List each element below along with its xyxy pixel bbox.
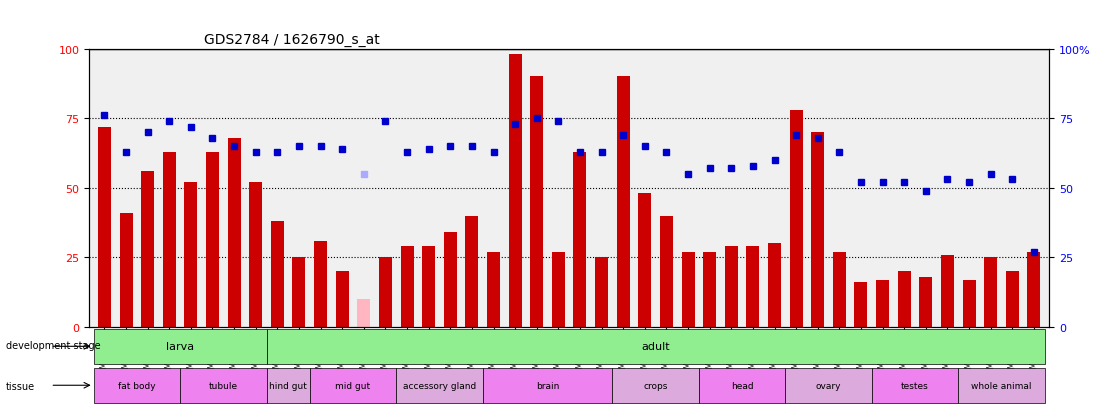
Text: tubule: tubule	[209, 381, 238, 390]
FancyBboxPatch shape	[267, 329, 1045, 364]
Bar	[703, 252, 716, 327]
Bar	[941, 255, 954, 327]
Bar	[747, 247, 759, 327]
Bar	[530, 77, 543, 327]
Text: GDS2784 / 1626790_s_at: GDS2784 / 1626790_s_at	[204, 33, 381, 47]
Bar	[876, 280, 889, 327]
Text: head: head	[731, 381, 753, 390]
FancyBboxPatch shape	[94, 368, 180, 403]
Bar	[249, 183, 262, 327]
Bar	[228, 138, 241, 327]
Text: development stage: development stage	[6, 340, 100, 350]
Bar	[141, 172, 154, 327]
Bar	[292, 258, 306, 327]
FancyBboxPatch shape	[959, 368, 1045, 403]
FancyBboxPatch shape	[396, 368, 483, 403]
Bar	[638, 194, 652, 327]
FancyBboxPatch shape	[786, 368, 872, 403]
FancyBboxPatch shape	[267, 368, 310, 403]
Bar	[984, 258, 998, 327]
Text: testes: testes	[901, 381, 929, 390]
Bar	[206, 152, 219, 327]
Bar	[336, 272, 348, 327]
FancyBboxPatch shape	[310, 368, 396, 403]
Bar	[552, 252, 565, 327]
Bar	[724, 247, 738, 327]
FancyBboxPatch shape	[483, 368, 613, 403]
Text: accessory gland: accessory gland	[403, 381, 477, 390]
Bar	[855, 282, 867, 327]
Text: adult: adult	[642, 342, 670, 351]
Bar	[422, 247, 435, 327]
FancyBboxPatch shape	[613, 368, 699, 403]
Bar	[465, 216, 479, 327]
Bar	[660, 216, 673, 327]
Bar	[574, 152, 586, 327]
Bar	[682, 252, 694, 327]
Bar	[314, 241, 327, 327]
Bar	[184, 183, 198, 327]
Bar	[595, 258, 608, 327]
Bar	[790, 111, 802, 327]
Bar	[357, 299, 371, 327]
Bar	[163, 152, 175, 327]
Bar	[509, 55, 521, 327]
Bar	[1028, 252, 1040, 327]
FancyBboxPatch shape	[180, 368, 267, 403]
Bar	[401, 247, 414, 327]
Bar	[444, 233, 456, 327]
Bar	[271, 222, 283, 327]
Text: crops: crops	[644, 381, 667, 390]
Bar	[617, 77, 629, 327]
Bar	[768, 244, 781, 327]
Bar	[963, 280, 975, 327]
Bar	[98, 127, 110, 327]
Bar	[897, 272, 911, 327]
Text: mid gut: mid gut	[336, 381, 371, 390]
FancyBboxPatch shape	[872, 368, 959, 403]
Bar	[833, 252, 846, 327]
Text: ovary: ovary	[816, 381, 841, 390]
Text: fat body: fat body	[118, 381, 155, 390]
Bar	[487, 252, 500, 327]
Text: hind gut: hind gut	[269, 381, 307, 390]
Text: brain: brain	[536, 381, 559, 390]
FancyBboxPatch shape	[699, 368, 786, 403]
FancyBboxPatch shape	[94, 329, 267, 364]
Text: whole animal: whole animal	[971, 381, 1031, 390]
Text: larva: larva	[166, 342, 194, 351]
Text: tissue: tissue	[6, 381, 35, 391]
Bar	[1006, 272, 1019, 327]
Bar	[119, 213, 133, 327]
Bar	[920, 277, 932, 327]
Bar	[811, 133, 825, 327]
Bar	[379, 258, 392, 327]
